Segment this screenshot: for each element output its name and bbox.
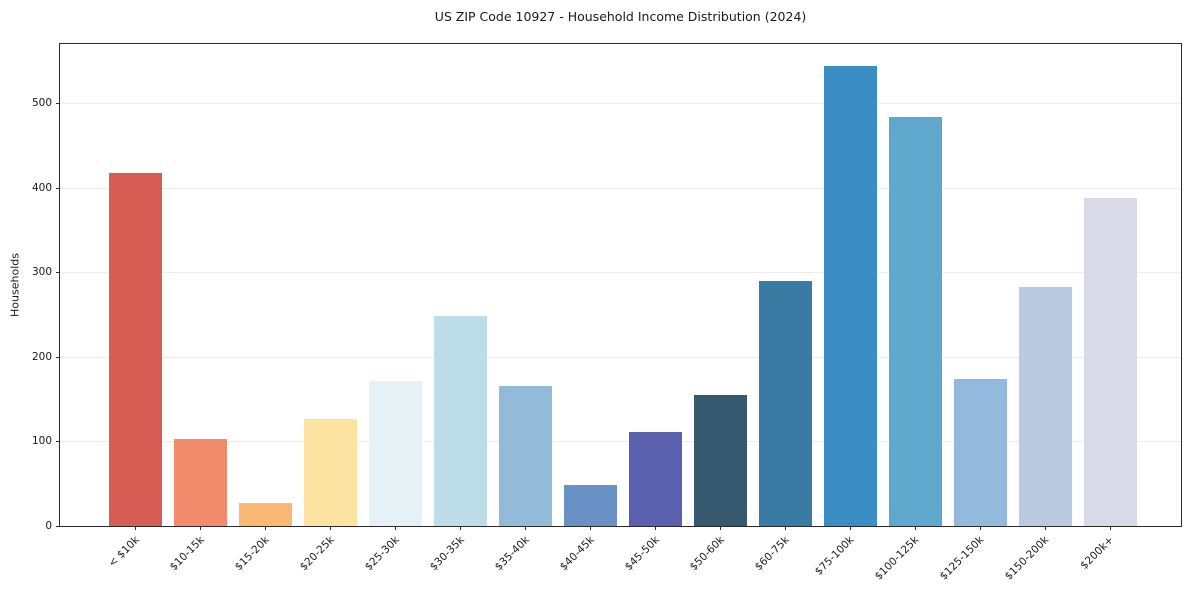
x-tick-mark-$75-100k bbox=[850, 526, 851, 530]
x-tick-mark-$15-20k bbox=[265, 526, 266, 530]
x-tick-label-$50-60k: $50-60k bbox=[687, 534, 727, 574]
x-tick-label-$20-25k: $20-25k bbox=[297, 534, 337, 574]
x-tick-mark-$100-125k bbox=[915, 526, 916, 530]
y-tick-label-500: 500 bbox=[31, 97, 52, 110]
y-tick-mark-400 bbox=[56, 187, 60, 189]
bar-$25-30k bbox=[368, 381, 422, 526]
x-tick-mark-< $10k bbox=[135, 526, 136, 530]
x-tick-mark-$125-150k bbox=[980, 526, 981, 530]
bar-$35-40k bbox=[498, 386, 552, 526]
y-tick-label-300: 300 bbox=[31, 266, 52, 279]
bar-$10-15k bbox=[173, 438, 227, 526]
bar-$50-60k bbox=[693, 394, 747, 526]
bar-$100-125k bbox=[888, 116, 942, 526]
x-tick-label-$30-35k: $30-35k bbox=[427, 534, 467, 574]
y-tick-label-400: 400 bbox=[31, 181, 52, 194]
x-tick-label-$25-30k: $25-30k bbox=[362, 534, 402, 574]
bar-$30-35k bbox=[433, 316, 487, 526]
x-tick-mark-$20-25k bbox=[330, 526, 331, 530]
x-tick-mark-$200k+ bbox=[1110, 526, 1111, 530]
bar-$200k+ bbox=[1083, 197, 1137, 526]
bar-$60-75k bbox=[758, 280, 812, 526]
x-tick-label-$150-200k: $150-200k bbox=[1002, 534, 1052, 583]
plot-area: 0 100 200 300 400 500 < $10k $10-15k $15-20k $20-… bbox=[32, 43, 1182, 583]
x-tick-label-$75-100k: $75-100k bbox=[812, 534, 857, 578]
x-tick-mark-$40-45k bbox=[590, 526, 591, 530]
y-tick-label-100: 100 bbox=[31, 435, 52, 448]
chart-title: US ZIP Code 10927 - Household Income Dis… bbox=[434, 9, 807, 24]
x-tick-label-$35-40k: $35-40k bbox=[492, 534, 532, 574]
y-tick-mark-200 bbox=[56, 356, 60, 358]
x-tick-label-$60-75k: $60-75k bbox=[752, 534, 792, 574]
gridline-100 bbox=[60, 441, 1181, 443]
y-tick-label-200: 200 bbox=[31, 350, 52, 363]
gridline-500 bbox=[60, 103, 1181, 105]
x-tick-label-$40-45k: $40-45k bbox=[557, 534, 597, 574]
bar-$125-150k bbox=[953, 378, 1007, 526]
x-tick-mark-$150-200k bbox=[1045, 526, 1046, 530]
y-tick-label-0: 0 bbox=[45, 520, 52, 532]
x-tick-mark-$30-35k bbox=[460, 526, 461, 530]
y-tick-mark-100 bbox=[56, 441, 60, 443]
y-tick-mark-0 bbox=[56, 526, 60, 527]
bar-$150-200k bbox=[1018, 286, 1072, 526]
bar-$15-20k bbox=[238, 503, 292, 526]
x-tick-mark-$50-60k bbox=[720, 526, 721, 530]
x-tick-mark-$60-75k bbox=[785, 526, 786, 530]
x-tick-label-$15-20k: $15-20k bbox=[232, 534, 272, 574]
x-tick-label-$100-125k: $100-125k bbox=[872, 534, 922, 583]
x-tick-label-$200k+: $200k+ bbox=[1078, 534, 1117, 572]
bar-$20-25k bbox=[303, 419, 357, 526]
x-tick-mark-$10-15k bbox=[200, 526, 201, 530]
y-tick-mark-300 bbox=[56, 272, 60, 274]
y-axis-label: Households bbox=[8, 253, 22, 317]
y-tick-mark-500 bbox=[56, 103, 60, 105]
x-tick-label-$125-150k: $125-150k bbox=[937, 534, 987, 583]
bar-$40-45k bbox=[563, 485, 617, 526]
x-tick-mark-$25-30k bbox=[395, 526, 396, 530]
bar-< $10k bbox=[108, 172, 162, 526]
x-tick-label-$45-50k: $45-50k bbox=[622, 534, 662, 574]
gridline-300 bbox=[60, 272, 1181, 274]
x-tick-label-< $10k: < $10k bbox=[105, 534, 142, 570]
gridline-200 bbox=[60, 356, 1181, 358]
bar-$45-50k bbox=[628, 432, 682, 526]
x-tick-mark-$45-50k bbox=[655, 526, 656, 530]
bar-$75-100k bbox=[823, 66, 877, 526]
x-tick-label-$10-15k: $10-15k bbox=[167, 534, 207, 574]
x-tick-mark-$35-40k bbox=[525, 526, 526, 530]
gridline-400 bbox=[60, 187, 1181, 189]
